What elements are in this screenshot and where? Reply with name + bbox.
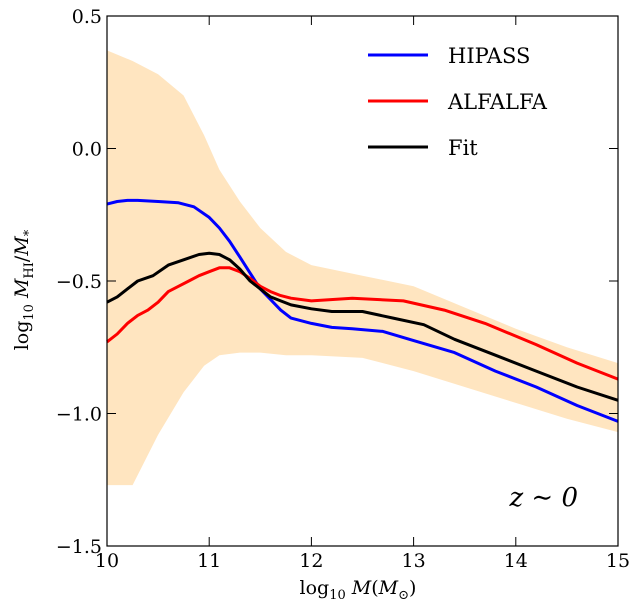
x-tick-label: 14 bbox=[504, 550, 528, 572]
x-tick-label: 11 bbox=[197, 550, 221, 572]
legend-label-fit: Fit bbox=[448, 136, 478, 160]
x-ticks: 10 11 12 13 14 15 bbox=[95, 16, 630, 572]
legend-label-hipass: HIPASS bbox=[448, 44, 530, 68]
x-tick-label: 10 bbox=[95, 550, 119, 572]
y-axis-label: log10 MHI/M* bbox=[11, 229, 37, 350]
y-tick-label: 0.0 bbox=[72, 139, 102, 161]
legend-label-alfalfa: ALFALFA bbox=[447, 90, 548, 114]
x-tick-label: 12 bbox=[299, 550, 323, 572]
x-tick-label: 13 bbox=[402, 550, 426, 572]
redshift-annotation: z ∼ 0 bbox=[508, 483, 578, 513]
y-ticks: −1.5 −1.0 −0.5 0.0 0.5 bbox=[56, 6, 618, 558]
series-line-alfalfa bbox=[106, 266, 619, 381]
legend: HIPASS ALFALFA Fit bbox=[368, 44, 548, 160]
uncertainty-band bbox=[107, 50, 618, 486]
y-tick-label: −1.5 bbox=[56, 536, 102, 558]
series-line-fit bbox=[106, 251, 619, 402]
x-axis-label: log10 M(M⊙) bbox=[300, 577, 417, 603]
y-tick-label: −0.5 bbox=[56, 271, 102, 293]
x-tick-label: 15 bbox=[606, 550, 630, 572]
y-tick-label: 0.5 bbox=[72, 6, 102, 28]
series-layer bbox=[106, 198, 619, 423]
plot-area bbox=[106, 50, 619, 486]
y-tick-label: −1.0 bbox=[56, 404, 102, 426]
